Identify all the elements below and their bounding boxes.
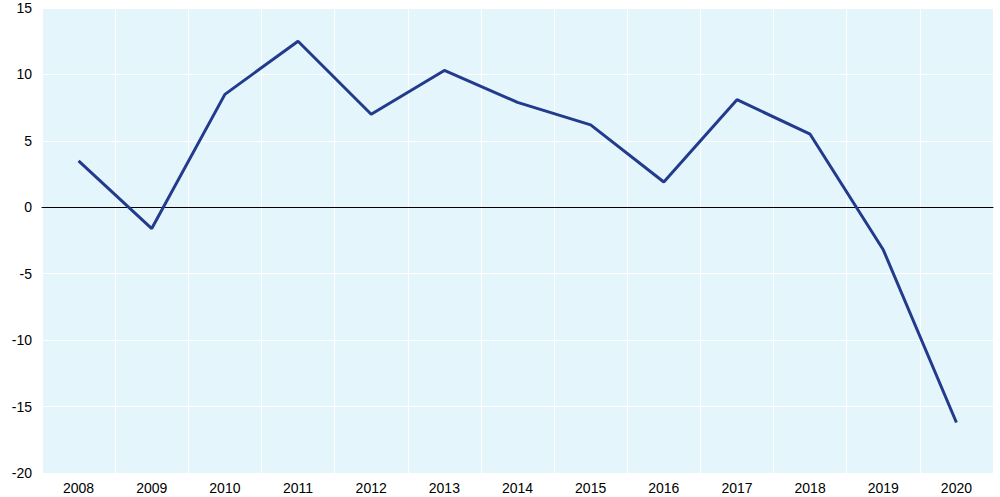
svg-text:2014: 2014: [502, 480, 533, 496]
svg-text:2018: 2018: [795, 480, 826, 496]
svg-text:2019: 2019: [868, 480, 899, 496]
svg-text:10: 10: [16, 66, 32, 82]
svg-text:2020: 2020: [941, 480, 972, 496]
svg-text:2012: 2012: [356, 480, 387, 496]
svg-text:15: 15: [16, 0, 32, 16]
svg-text:2016: 2016: [648, 480, 679, 496]
svg-text:-20: -20: [12, 465, 32, 481]
svg-text:2011: 2011: [283, 480, 313, 496]
svg-text:-10: -10: [12, 332, 32, 348]
svg-text:2008: 2008: [63, 480, 94, 496]
svg-text:2010: 2010: [209, 480, 240, 496]
svg-text:-5: -5: [20, 266, 33, 282]
svg-text:5: 5: [24, 133, 32, 149]
svg-text:-15: -15: [12, 399, 32, 415]
svg-text:2015: 2015: [575, 480, 606, 496]
svg-text:2013: 2013: [429, 480, 460, 496]
svg-text:0: 0: [24, 199, 32, 215]
svg-text:2009: 2009: [136, 480, 167, 496]
svg-text:2017: 2017: [721, 480, 752, 496]
